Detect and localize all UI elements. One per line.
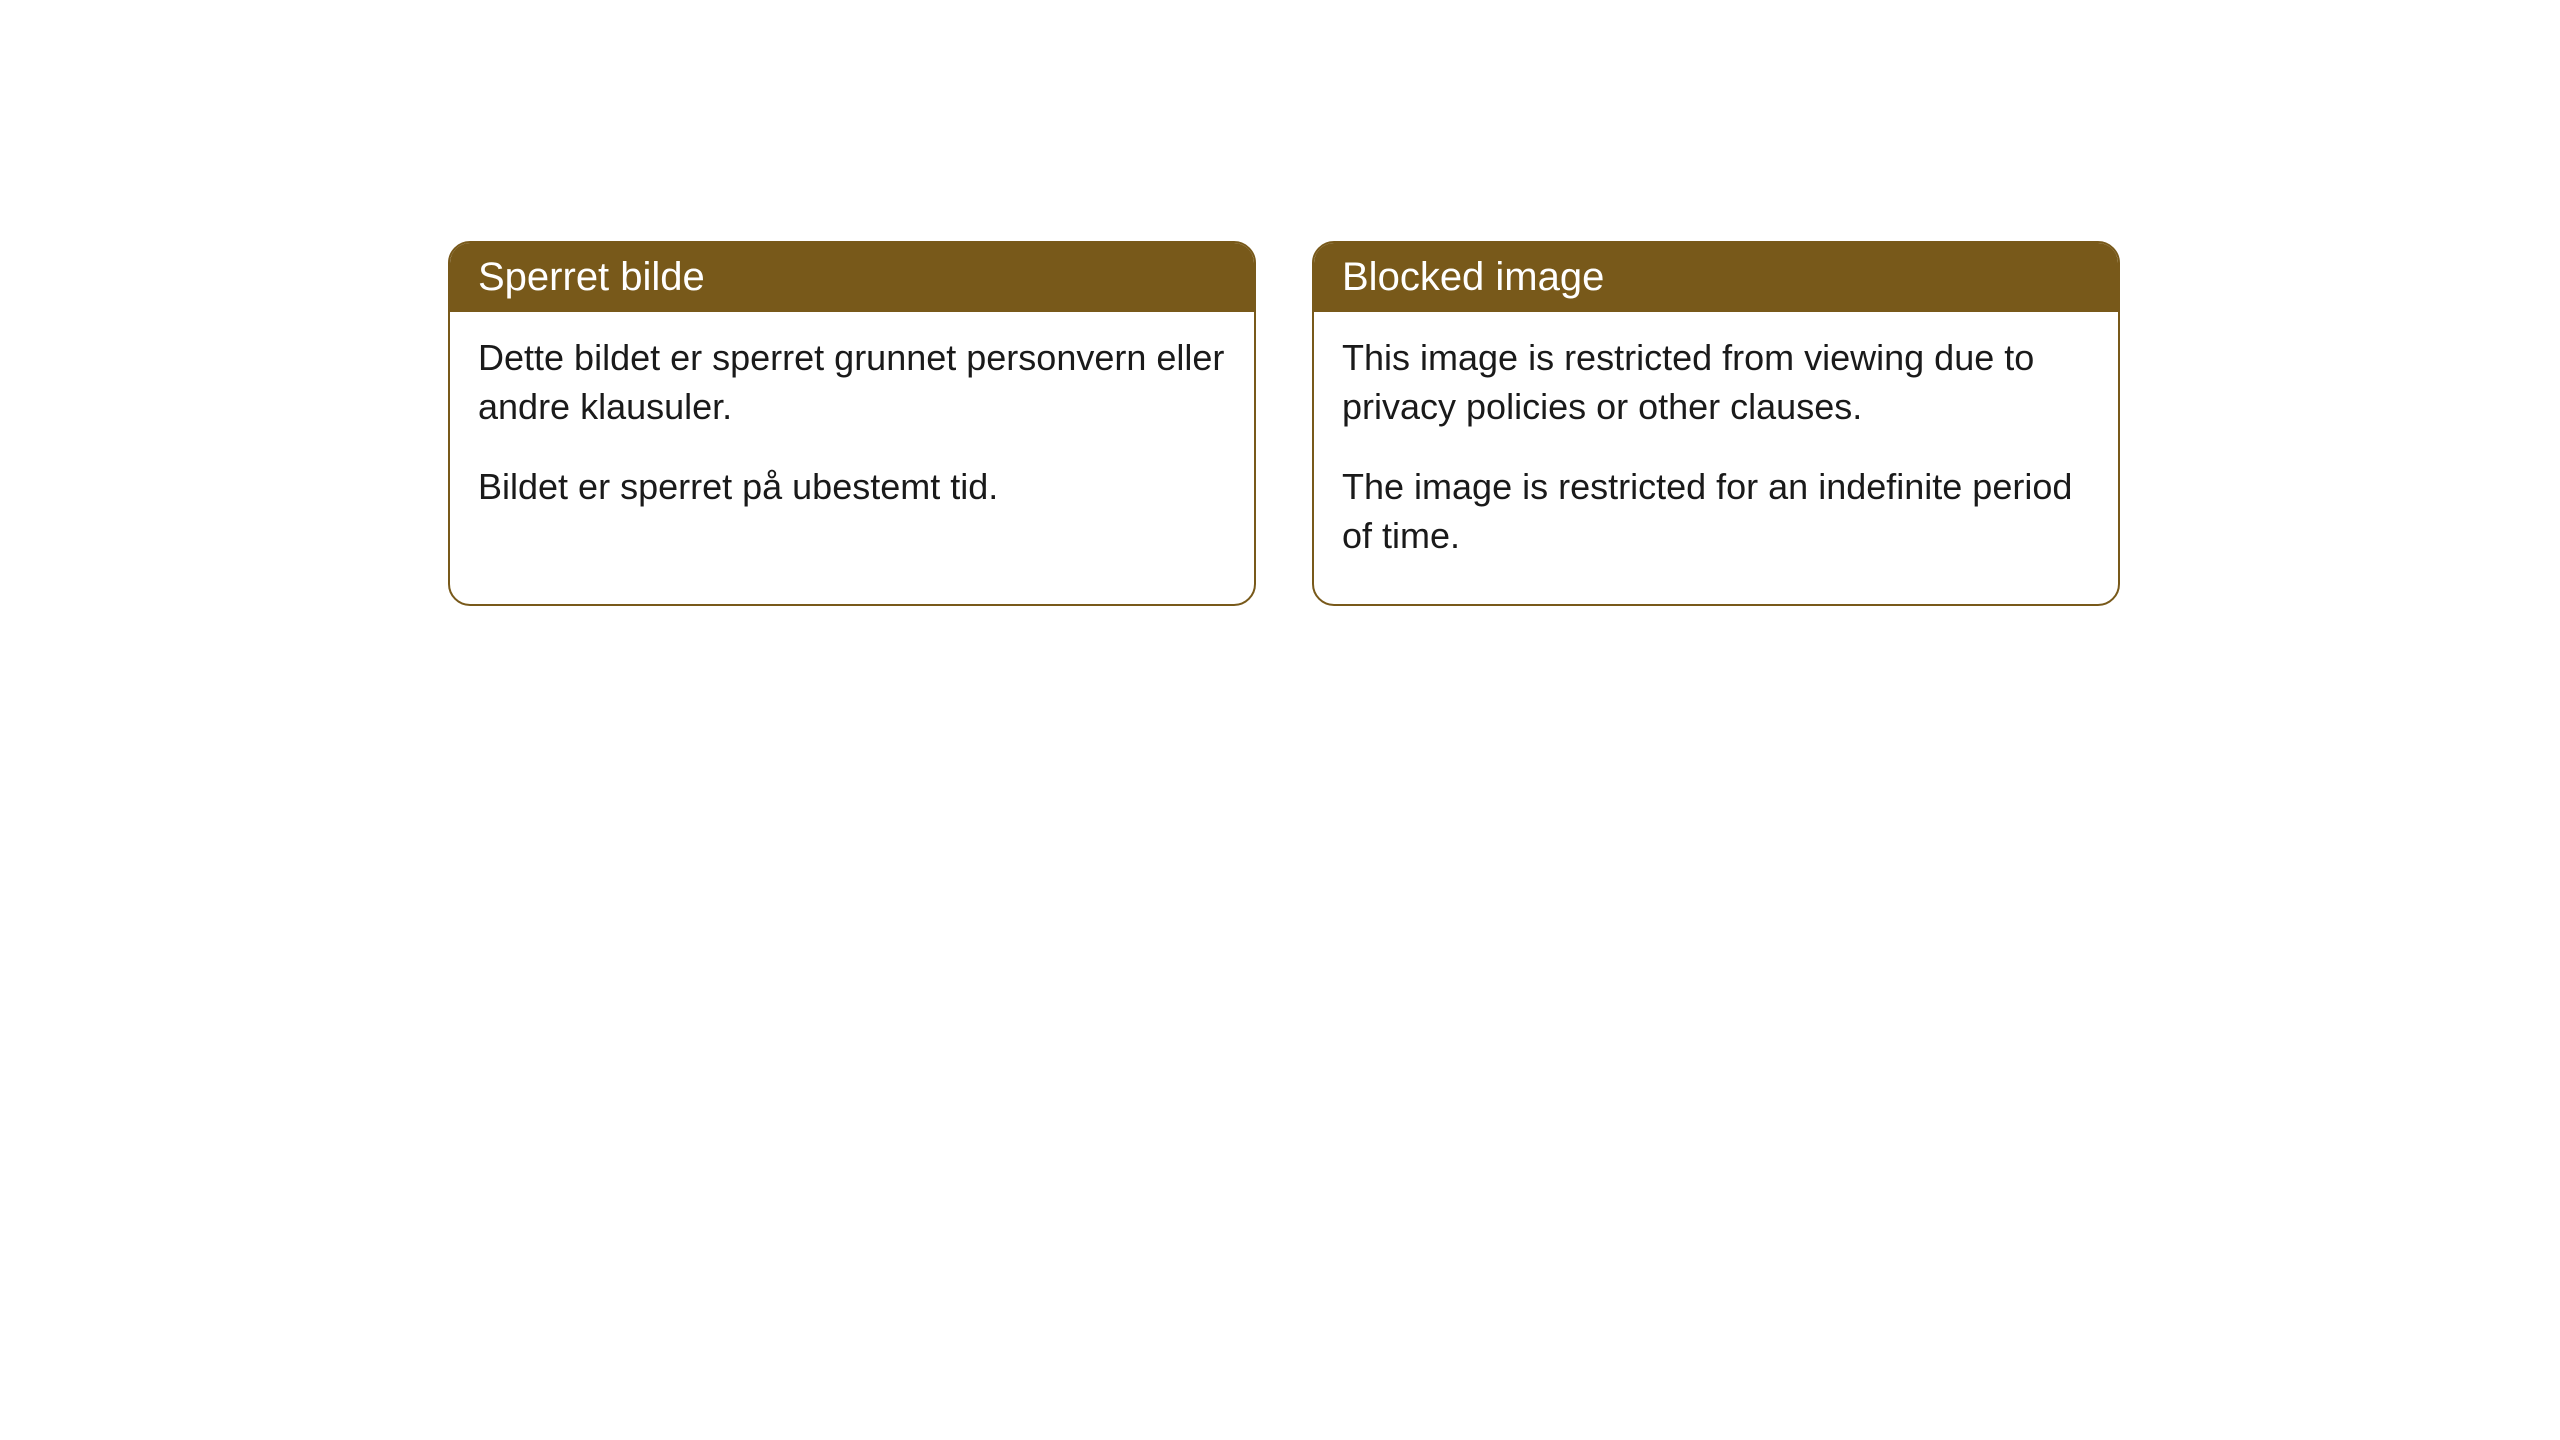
card-header: Sperret bilde bbox=[450, 243, 1254, 312]
card-title: Blocked image bbox=[1342, 255, 1604, 299]
card-header: Blocked image bbox=[1314, 243, 2118, 312]
blocked-image-card-norwegian: Sperret bilde Dette bildet er sperret gr… bbox=[448, 241, 1256, 606]
card-body: This image is restricted from viewing du… bbox=[1314, 312, 2118, 604]
card-paragraph: This image is restricted from viewing du… bbox=[1342, 334, 2090, 431]
blocked-image-card-english: Blocked image This image is restricted f… bbox=[1312, 241, 2120, 606]
card-paragraph: Bildet er sperret på ubestemt tid. bbox=[478, 463, 1226, 512]
card-body: Dette bildet er sperret grunnet personve… bbox=[450, 312, 1254, 556]
card-paragraph: Dette bildet er sperret grunnet personve… bbox=[478, 334, 1226, 431]
notice-cards-container: Sperret bilde Dette bildet er sperret gr… bbox=[448, 241, 2120, 606]
card-paragraph: The image is restricted for an indefinit… bbox=[1342, 463, 2090, 560]
card-title: Sperret bilde bbox=[478, 255, 705, 299]
